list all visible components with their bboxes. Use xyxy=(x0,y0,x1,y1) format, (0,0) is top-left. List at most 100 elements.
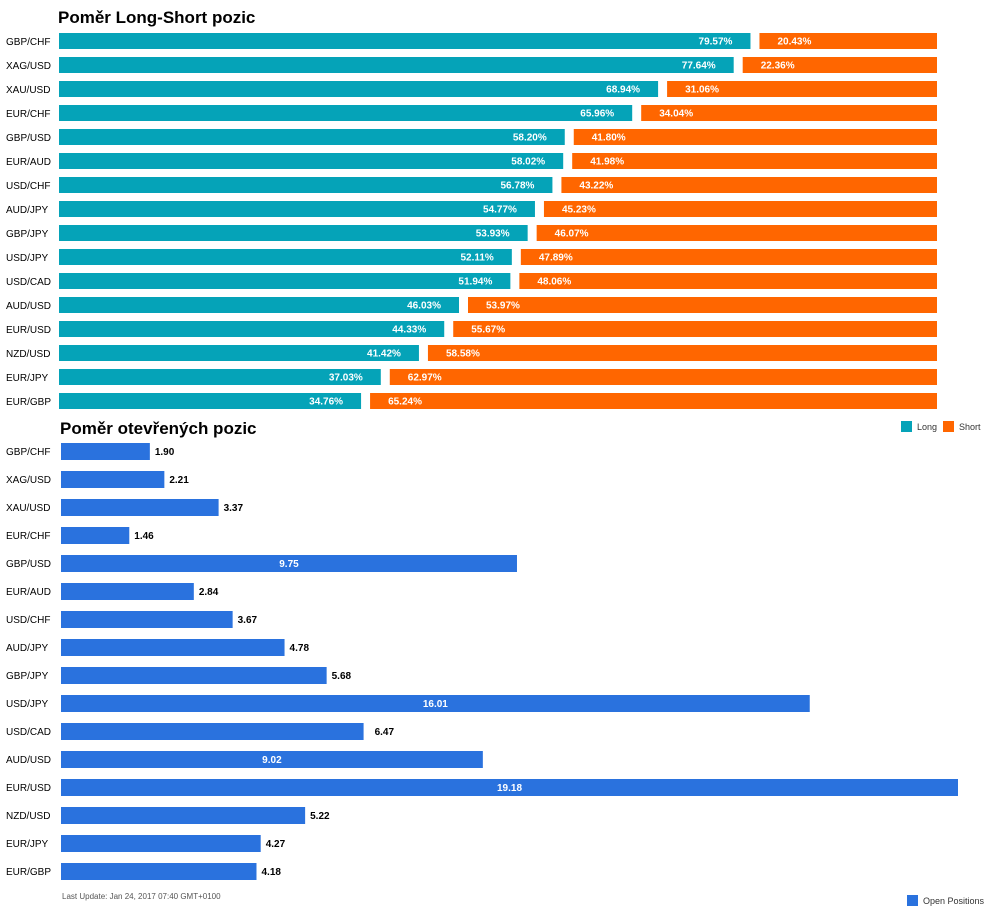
open-positions-category-label: GBP/JPY xyxy=(6,671,49,682)
open-positions-category-label: USD/CHF xyxy=(6,615,50,626)
open-positions-category-label: EUR/USD xyxy=(6,783,51,794)
open-positions-value-label: 5.68 xyxy=(332,671,352,682)
legend-open-positions-label: Open Positions xyxy=(923,896,985,906)
open-positions-category-label: NZD/USD xyxy=(6,811,50,822)
open-positions-bar xyxy=(61,611,233,628)
short-bar xyxy=(641,105,937,121)
open-positions-category-label: XAG/USD xyxy=(6,475,51,486)
long-short-category-label: NZD/USD xyxy=(6,349,50,360)
long-bar xyxy=(59,33,751,49)
long-bar xyxy=(59,345,419,361)
long-short-category-label: XAU/USD xyxy=(6,85,50,96)
short-bar xyxy=(759,33,937,49)
legend-short-label: Short xyxy=(959,422,981,432)
short-bar xyxy=(561,177,937,193)
long-value-label: 54.77% xyxy=(483,205,517,216)
short-bar xyxy=(573,129,937,145)
open-positions-bars: GBP/CHF 1.90 XAG/USD 2.21 XAU/USD 3.37 EUR/CHF… xyxy=(6,443,958,880)
open-positions-category-label: XAU/USD xyxy=(6,503,50,514)
long-short-legend: Long Short xyxy=(901,421,981,432)
open-positions-bar xyxy=(61,471,165,488)
open-positions-category-label: GBP/CHF xyxy=(6,447,50,458)
short-value-label: 46.07% xyxy=(555,229,589,240)
short-value-label: 41.80% xyxy=(592,133,626,144)
short-value-label: 22.36% xyxy=(761,61,795,72)
short-bar xyxy=(536,225,937,241)
short-bar xyxy=(519,273,937,289)
short-value-label: 34.04% xyxy=(659,109,693,120)
long-bar xyxy=(59,105,633,121)
long-bar xyxy=(59,177,553,193)
open-positions-bar xyxy=(61,807,306,824)
open-positions-bar xyxy=(61,779,958,796)
legend-long-swatch xyxy=(901,421,912,432)
open-positions-bar xyxy=(61,443,150,460)
open-positions-value-label: 1.46 xyxy=(134,531,154,542)
short-value-label: 47.89% xyxy=(539,253,573,264)
open-positions-bar xyxy=(61,667,327,684)
long-value-label: 56.78% xyxy=(500,181,534,192)
long-short-category-label: USD/CHF xyxy=(6,181,50,192)
long-value-label: 77.64% xyxy=(682,61,716,72)
open-positions-bar xyxy=(61,835,261,852)
short-bar xyxy=(453,321,937,337)
long-short-category-label: EUR/AUD xyxy=(6,157,51,168)
long-value-label: 41.42% xyxy=(367,349,401,360)
open-positions-value-label: 16.01 xyxy=(423,699,448,710)
short-value-label: 31.06% xyxy=(685,85,719,96)
long-bar xyxy=(59,81,659,97)
open-positions-value-label: 1.90 xyxy=(155,447,175,458)
long-short-category-label: USD/CAD xyxy=(6,277,51,288)
open-positions-value-label: 4.18 xyxy=(261,867,281,878)
open-positions-category-label: GBP/USD xyxy=(6,559,51,570)
long-bar xyxy=(59,273,511,289)
open-positions-category-label: AUD/JPY xyxy=(6,643,49,654)
short-bar xyxy=(543,201,937,217)
long-short-category-label: EUR/USD xyxy=(6,325,51,336)
long-short-category-label: XAG/USD xyxy=(6,61,51,72)
open-positions-category-label: EUR/JPY xyxy=(6,839,49,850)
open-positions-value-label: 19.18 xyxy=(497,783,522,794)
long-bar xyxy=(59,225,528,241)
long-short-category-label: EUR/JPY xyxy=(6,373,49,384)
short-value-label: 43.22% xyxy=(579,181,613,192)
open-positions-category-label: AUD/USD xyxy=(6,755,51,766)
long-short-category-label: GBP/JPY xyxy=(6,229,49,240)
long-value-label: 65.96% xyxy=(580,109,614,120)
long-bar xyxy=(59,57,734,73)
long-short-category-label: GBP/CHF xyxy=(6,37,50,48)
open-positions-legend: Open Positions xyxy=(907,895,985,906)
long-bar xyxy=(59,249,512,265)
short-value-label: 45.23% xyxy=(562,205,596,216)
short-bar xyxy=(520,249,937,265)
long-bar xyxy=(59,153,564,169)
long-short-category-label: EUR/GBP xyxy=(6,397,51,408)
open-positions-chart-title: Poměr otevřených pozic xyxy=(60,419,257,438)
open-positions-bar xyxy=(61,499,219,516)
long-bar xyxy=(59,369,381,385)
long-value-label: 52.11% xyxy=(460,253,493,264)
long-value-label: 58.02% xyxy=(511,157,545,168)
long-value-label: 51.94% xyxy=(458,277,492,288)
short-value-label: 20.43% xyxy=(777,37,811,48)
long-value-label: 44.33% xyxy=(392,325,426,336)
short-bar xyxy=(370,393,937,409)
short-bar xyxy=(742,57,937,73)
long-short-chart-title: Poměr Long-Short pozic xyxy=(58,8,255,27)
long-value-label: 34.76% xyxy=(309,397,343,408)
long-short-category-label: USD/JPY xyxy=(6,253,49,264)
long-bar xyxy=(59,297,460,313)
open-positions-category-label: EUR/CHF xyxy=(6,531,50,542)
long-short-bars: GBP/CHF 79.57% 20.43% XAG/USD 77.64% 22.36% XA… xyxy=(6,33,937,409)
open-positions-bar xyxy=(61,639,285,656)
long-value-label: 53.93% xyxy=(476,229,510,240)
last-update-text: Last Update: Jan 24, 2017 07:40 GMT+0100 xyxy=(62,892,221,901)
long-bar xyxy=(59,129,565,145)
open-positions-value-label: 2.84 xyxy=(199,587,219,598)
long-value-label: 46.03% xyxy=(407,301,441,312)
open-positions-value-label: 9.75 xyxy=(279,559,299,570)
short-value-label: 55.67% xyxy=(471,325,505,336)
legend-short-swatch xyxy=(943,421,954,432)
open-positions-bar xyxy=(61,555,517,572)
